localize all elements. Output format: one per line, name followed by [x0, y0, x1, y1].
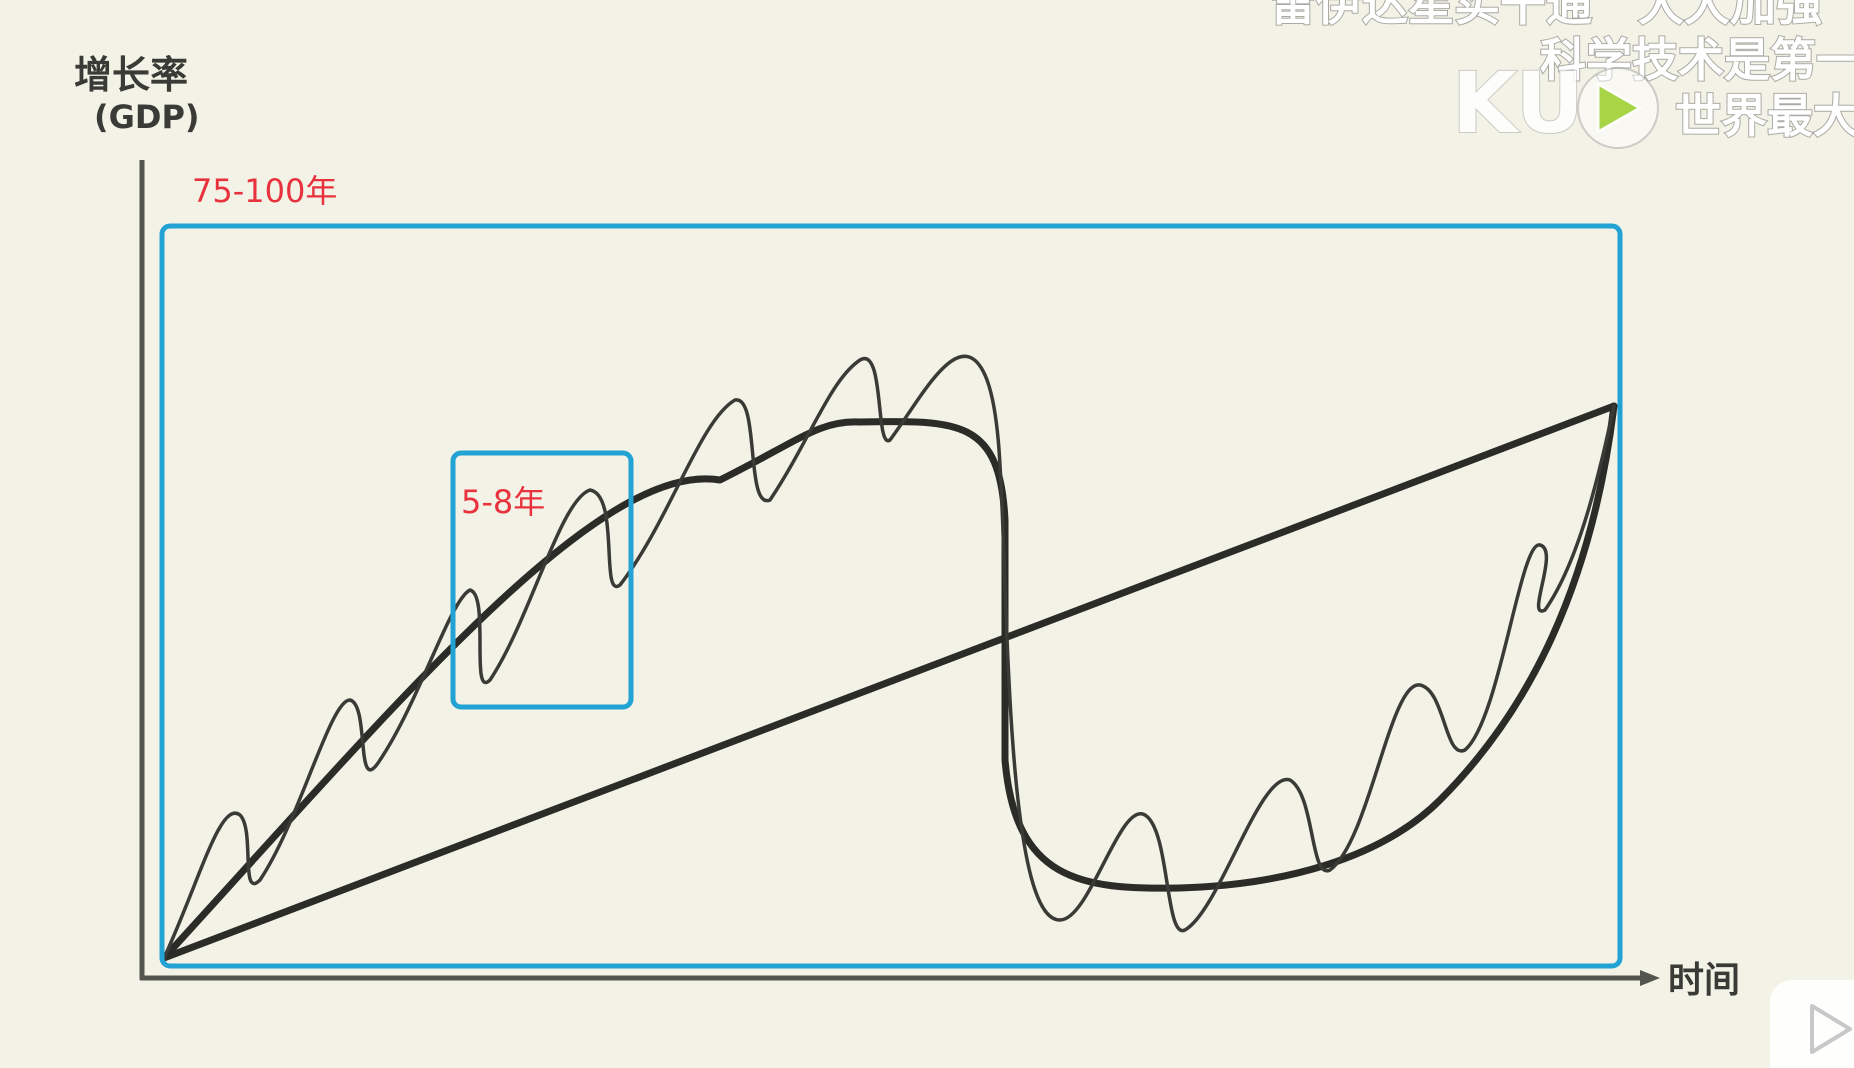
x-axis-title: 时间 [1668, 960, 1740, 1001]
caption-line-1: 雷伊达星实干通 大大加强 [1270, 0, 1822, 31]
long-cycle-label: 75-100年 [192, 172, 337, 210]
short-wave-curve [162, 354, 1616, 960]
long-wave-curve [160, 402, 1618, 962]
short-cycle-label: 5-8年 [461, 483, 545, 521]
play-triangle-icon [1577, 67, 1659, 149]
watermark-text: KU [1452, 54, 1584, 152]
ku-watermark: KU [1451, 53, 1659, 153]
long-cycle-box [159, 223, 1623, 969]
short-cycle-box [450, 450, 634, 710]
caption-line-2: 科学技术是第一 [1540, 33, 1854, 87]
caption-line-3: 世界最大 [1675, 89, 1854, 143]
trend-line [160, 402, 1618, 962]
y-axis-title: 增长率 [74, 53, 188, 97]
play-button-icon[interactable] [1770, 980, 1854, 1068]
x-axis-arrow-icon [1640, 970, 1660, 986]
y-axis-subtitle: (GDP) [94, 98, 200, 136]
